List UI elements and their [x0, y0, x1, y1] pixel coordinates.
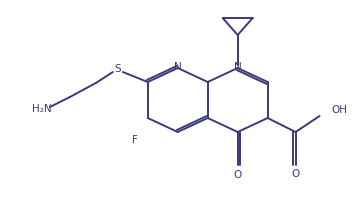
Text: O: O — [291, 169, 300, 179]
Text: OH: OH — [332, 105, 347, 115]
Text: N: N — [174, 62, 182, 72]
Text: H₂N: H₂N — [32, 104, 52, 114]
Text: F: F — [132, 135, 138, 145]
Text: S: S — [114, 64, 121, 74]
Text: N: N — [234, 62, 241, 72]
Text: O: O — [233, 170, 242, 180]
